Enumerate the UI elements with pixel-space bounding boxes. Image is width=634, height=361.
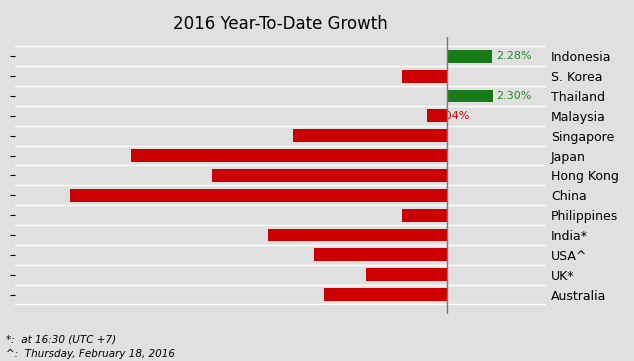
Text: -12.00%: -12.00% <box>216 170 262 180</box>
Text: 2.30%: 2.30% <box>496 91 532 101</box>
Bar <box>314 248 448 261</box>
Text: ^:  Thursday, February 18, 2016: ^: Thursday, February 18, 2016 <box>6 349 176 360</box>
Bar <box>324 288 448 301</box>
Text: -9.13%: -9.13% <box>272 230 311 240</box>
Bar <box>366 268 448 281</box>
Bar <box>70 189 448 202</box>
Bar <box>448 90 493 103</box>
Text: -1.04%: -1.04% <box>431 111 470 121</box>
Bar <box>268 229 448 242</box>
Bar <box>402 70 448 83</box>
Text: -16.11%: -16.11% <box>134 151 181 161</box>
Text: -2.30%: -2.30% <box>406 210 446 220</box>
Text: -4.14%: -4.14% <box>370 270 410 280</box>
Text: -19.19%: -19.19% <box>74 190 120 200</box>
Bar <box>448 50 492 63</box>
Title: 2016 Year-To-Date Growth: 2016 Year-To-Date Growth <box>173 15 387 33</box>
Bar <box>131 149 448 162</box>
Text: -2.30%: -2.30% <box>406 71 446 81</box>
Text: -7.83%: -7.83% <box>297 131 337 141</box>
Text: -6.76%: -6.76% <box>318 250 358 260</box>
Bar <box>212 169 448 182</box>
Text: *:  at 16:30 (UTC +7): *: at 16:30 (UTC +7) <box>6 335 117 345</box>
Bar <box>294 129 448 142</box>
Text: 2.28%: 2.28% <box>496 51 532 61</box>
Text: -6.29%: -6.29% <box>328 290 367 300</box>
Bar <box>427 109 448 122</box>
Bar <box>402 209 448 222</box>
